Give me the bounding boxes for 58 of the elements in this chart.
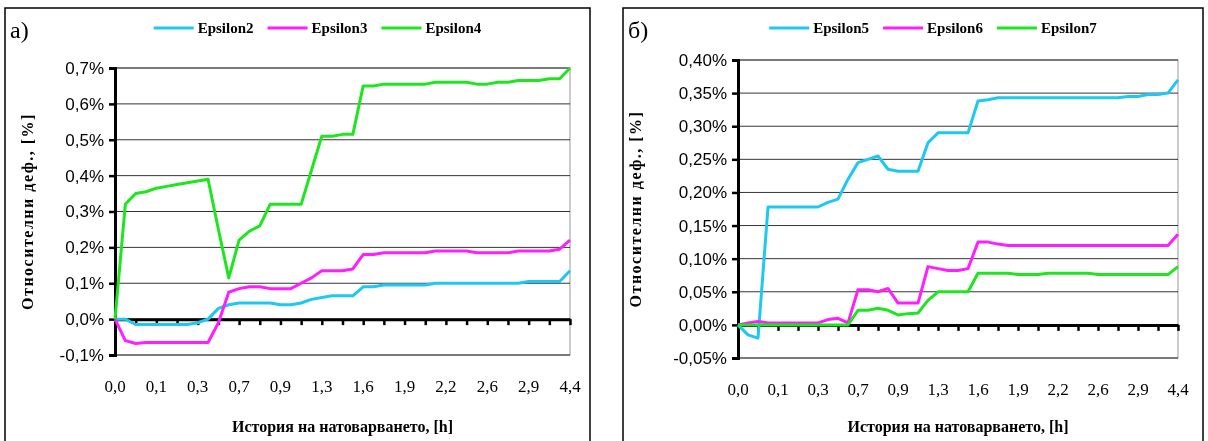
y-tick-label: 0,25% <box>678 150 727 170</box>
x-tick-label: 2,6 <box>1087 380 1109 399</box>
chart-title: а) <box>10 17 29 43</box>
y-tick-label: 0,4% <box>65 166 104 186</box>
x-tick-label: 1,3 <box>927 380 949 399</box>
legend-label: Epsilon7 <box>1040 20 1098 36</box>
y-axis-title: Относителни деф., [%] <box>19 113 37 310</box>
x-tick-label: 2,2 <box>1047 380 1069 399</box>
x-tick-label: 0,1 <box>145 377 167 396</box>
legend-label: Epsilon4 <box>425 20 482 36</box>
y-axis-title: Относителни деф., [%] <box>627 110 645 308</box>
x-tick-label: 1,6 <box>352 377 374 396</box>
x-tick-label: 4,4 <box>559 377 582 396</box>
x-tick-label: 0,3 <box>187 377 209 396</box>
x-tick-label: 1,3 <box>311 377 333 396</box>
y-tick-label: 0,20% <box>678 183 727 203</box>
line-series <box>113 238 572 346</box>
chart-title: б) <box>628 17 649 43</box>
x-tick-label: 2,9 <box>518 377 540 396</box>
y-tick-label: 0,30% <box>678 117 727 137</box>
legend-label: Epsilon2 <box>197 20 254 36</box>
y-tick-label: 0,2% <box>65 238 104 258</box>
y-tick-label: -0,05% <box>673 348 727 368</box>
x-tick-label: 1,9 <box>1007 380 1029 399</box>
y-tick-label: -0,1% <box>59 345 104 365</box>
x-tick-label: 0,0 <box>727 380 749 399</box>
legend-label: Epsilon5 <box>813 20 870 36</box>
y-tick-label: 0,3% <box>65 202 104 222</box>
x-tick-label: 0,9 <box>269 377 292 396</box>
line-series <box>736 78 1180 340</box>
y-tick-label: 0,0% <box>65 310 104 330</box>
x-tick-label: 1,6 <box>967 380 989 399</box>
y-tick-label: 0,6% <box>65 94 104 114</box>
y-tick-label: 0,1% <box>65 274 104 294</box>
legend-label: Epsilon3 <box>311 20 368 36</box>
y-tick-label: 0,5% <box>65 130 104 150</box>
x-axis-title: История на натоварването, [h] <box>232 418 453 436</box>
x-axis-title: История на натоварването, [h] <box>847 418 1069 436</box>
y-tick-label: 0,15% <box>678 216 727 236</box>
x-tick-label: 0,0 <box>104 377 126 396</box>
y-tick-label: 0,00% <box>678 315 727 335</box>
y-tick-label: 0,7% <box>65 58 104 78</box>
x-tick-label: 4,4 <box>1167 380 1190 399</box>
y-tick-label: 0,05% <box>678 282 727 302</box>
y-tick-label: 0,35% <box>678 84 727 104</box>
x-tick-label: 0,1 <box>767 380 789 399</box>
y-tick-label: 0,10% <box>678 249 727 269</box>
x-tick-label: 2,2 <box>435 377 457 396</box>
x-tick-label: 2,6 <box>476 377 498 396</box>
y-tick-label: 0,40% <box>678 50 727 70</box>
line-series <box>736 265 1180 327</box>
x-tick-label: 0,7 <box>847 380 870 399</box>
x-tick-label: 1,9 <box>393 377 416 396</box>
x-tick-label: 2,9 <box>1127 380 1149 399</box>
x-tick-label: 0,7 <box>228 377 251 396</box>
x-tick-label: 0,9 <box>887 380 909 399</box>
x-tick-label: 0,3 <box>807 380 829 399</box>
legend-label: Epsilon6 <box>927 20 984 36</box>
